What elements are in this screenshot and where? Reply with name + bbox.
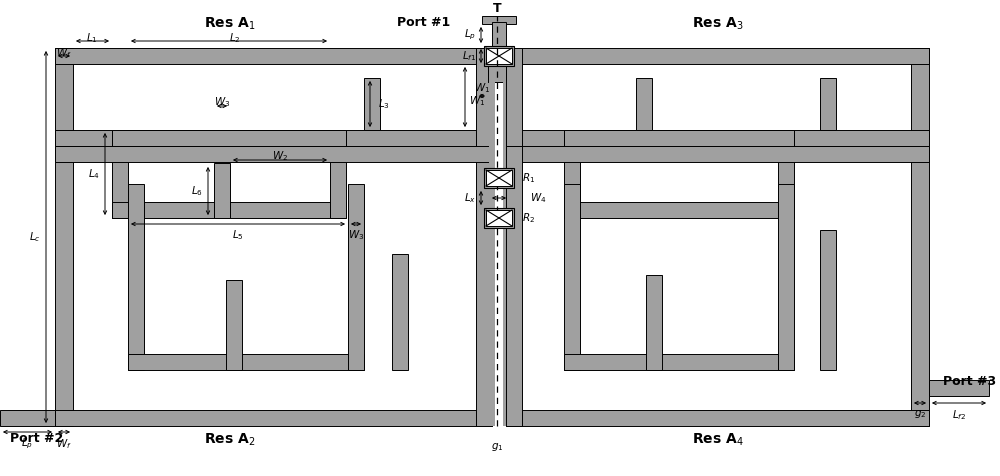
Text: $L_6$: $L_6$	[191, 184, 203, 198]
Bar	[55, 146, 492, 162]
Bar	[348, 184, 364, 370]
Bar	[506, 48, 522, 146]
Bar	[564, 130, 794, 146]
Bar	[128, 354, 364, 370]
Bar	[492, 22, 506, 46]
Bar	[646, 275, 662, 370]
Bar	[476, 48, 492, 146]
Text: $L_x$: $L_x$	[464, 191, 476, 205]
Text: $g_2$: $g_2$	[914, 408, 926, 420]
Bar	[0, 410, 55, 426]
Text: Port #3: Port #3	[943, 375, 996, 388]
Text: $W_1$: $W_1$	[469, 94, 485, 108]
Text: $W_4$: $W_4$	[530, 191, 546, 205]
Text: Port #2: Port #2	[10, 432, 63, 445]
Bar	[364, 78, 380, 130]
Bar	[506, 48, 929, 64]
Text: $L_p$: $L_p$	[21, 437, 33, 451]
Bar	[55, 410, 492, 426]
Text: Res A$_3$: Res A$_3$	[692, 16, 744, 32]
Text: $L_2$: $L_2$	[229, 31, 241, 45]
Text: $L_1$: $L_1$	[86, 31, 98, 45]
Bar	[55, 48, 492, 64]
Text: $R_2$: $R_2$	[522, 211, 535, 225]
Bar	[564, 202, 794, 218]
Bar	[226, 280, 242, 370]
Text: $W_3$: $W_3$	[348, 228, 364, 242]
Bar	[486, 210, 512, 226]
Text: Res A$_1$: Res A$_1$	[204, 16, 256, 32]
Bar	[128, 184, 144, 370]
Bar	[392, 254, 408, 370]
Text: $W_f$: $W_f$	[56, 46, 72, 60]
Text: $L_3$: $L_3$	[378, 97, 390, 111]
Text: $W_3$: $W_3$	[214, 95, 230, 109]
Bar	[564, 130, 580, 218]
Bar	[214, 163, 230, 218]
Bar	[506, 130, 929, 146]
Bar	[929, 380, 989, 396]
Bar	[506, 146, 929, 162]
Bar	[636, 78, 652, 130]
Bar	[488, 64, 510, 82]
Text: $W_f$: $W_f$	[56, 437, 72, 451]
Bar	[112, 202, 346, 218]
Bar	[820, 230, 836, 370]
Bar	[489, 82, 495, 426]
Bar	[112, 130, 346, 146]
Text: $L_{f1}$: $L_{f1}$	[462, 49, 476, 63]
Text: T: T	[493, 2, 501, 15]
Bar	[564, 184, 580, 370]
Bar	[564, 354, 794, 370]
Text: $W_2$: $W_2$	[272, 149, 288, 163]
Bar	[484, 46, 514, 66]
Bar	[55, 48, 73, 426]
Text: $g_1$: $g_1$	[491, 441, 503, 453]
Bar	[506, 146, 522, 426]
Text: Port #1: Port #1	[397, 16, 450, 29]
Text: $L_p$: $L_p$	[464, 28, 476, 42]
Bar	[330, 130, 346, 218]
Bar	[486, 48, 512, 64]
Text: Res A$_4$: Res A$_4$	[692, 432, 744, 448]
Bar	[506, 410, 929, 426]
Bar	[488, 46, 510, 82]
Bar	[503, 82, 509, 426]
Text: Res A$_2$: Res A$_2$	[204, 432, 256, 448]
Bar	[112, 130, 128, 218]
Text: $L_4$: $L_4$	[88, 167, 100, 181]
Text: $R_1$: $R_1$	[522, 171, 535, 185]
Bar	[486, 170, 512, 186]
Bar	[778, 184, 794, 370]
Bar	[778, 130, 794, 218]
Bar	[482, 16, 516, 24]
Bar	[911, 48, 929, 426]
Text: $L_c$: $L_c$	[29, 230, 41, 244]
Bar	[476, 146, 492, 426]
Bar	[820, 78, 836, 130]
Text: $L_5$: $L_5$	[232, 228, 244, 242]
Bar	[484, 208, 514, 228]
Bar	[484, 168, 514, 188]
Text: $W_1$: $W_1$	[474, 81, 490, 95]
Text: $L_{f2}$: $L_{f2}$	[952, 408, 966, 422]
Bar	[55, 130, 492, 146]
